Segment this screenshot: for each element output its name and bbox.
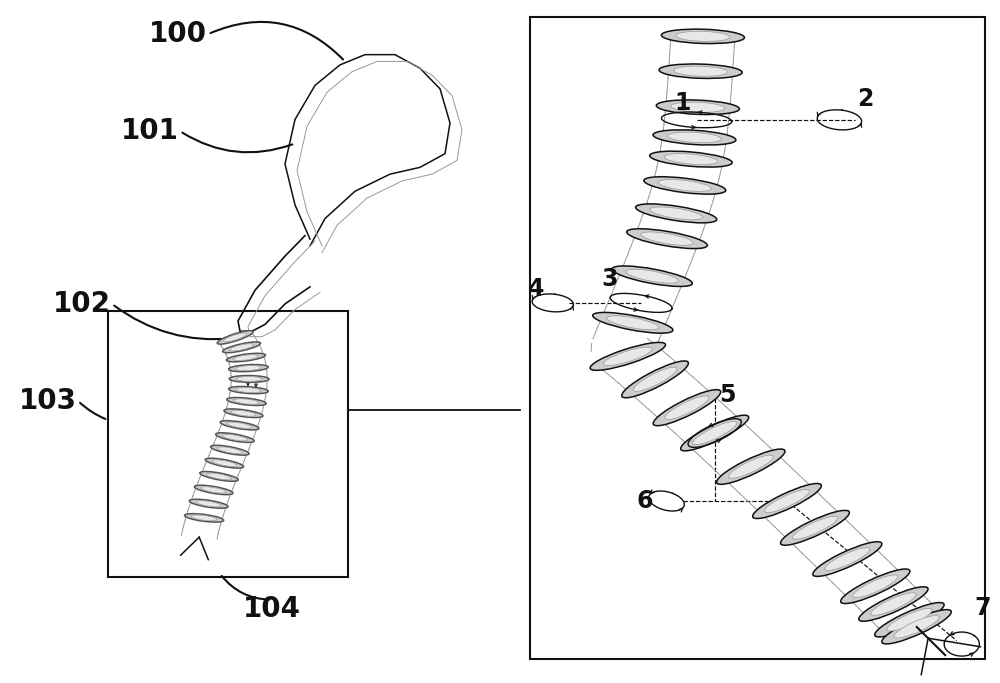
Ellipse shape xyxy=(217,447,242,454)
Ellipse shape xyxy=(205,458,244,468)
Ellipse shape xyxy=(622,361,688,398)
Ellipse shape xyxy=(231,410,256,416)
Ellipse shape xyxy=(207,473,232,479)
Ellipse shape xyxy=(875,602,944,637)
Ellipse shape xyxy=(236,376,262,381)
Ellipse shape xyxy=(681,415,749,451)
Ellipse shape xyxy=(627,229,707,249)
Text: 1: 1 xyxy=(675,91,691,115)
Ellipse shape xyxy=(887,609,932,631)
Ellipse shape xyxy=(229,376,269,382)
Ellipse shape xyxy=(234,399,259,404)
Ellipse shape xyxy=(224,333,247,342)
Ellipse shape xyxy=(196,501,221,507)
Ellipse shape xyxy=(668,133,721,143)
Ellipse shape xyxy=(781,510,849,545)
Ellipse shape xyxy=(626,269,678,283)
Ellipse shape xyxy=(216,433,254,443)
Bar xyxy=(530,17,985,659)
Ellipse shape xyxy=(717,449,785,484)
Ellipse shape xyxy=(871,593,916,615)
Ellipse shape xyxy=(229,387,268,393)
Ellipse shape xyxy=(661,29,744,44)
Ellipse shape xyxy=(825,548,870,570)
Ellipse shape xyxy=(224,409,263,417)
Ellipse shape xyxy=(693,421,737,445)
Ellipse shape xyxy=(729,455,773,478)
Ellipse shape xyxy=(227,422,252,428)
Text: 104: 104 xyxy=(243,596,301,623)
Text: 7: 7 xyxy=(975,596,991,619)
Ellipse shape xyxy=(201,487,226,493)
Ellipse shape xyxy=(636,204,717,223)
Ellipse shape xyxy=(658,180,711,191)
Ellipse shape xyxy=(641,232,693,245)
Ellipse shape xyxy=(665,396,709,419)
Ellipse shape xyxy=(233,354,259,361)
Ellipse shape xyxy=(222,434,247,441)
Text: 5: 5 xyxy=(720,383,736,407)
Ellipse shape xyxy=(765,490,809,512)
Text: 102: 102 xyxy=(53,290,111,318)
Ellipse shape xyxy=(227,398,266,406)
Text: 3: 3 xyxy=(601,267,618,291)
Ellipse shape xyxy=(607,316,659,330)
Ellipse shape xyxy=(200,471,238,482)
Ellipse shape xyxy=(650,151,732,167)
Ellipse shape xyxy=(894,615,939,638)
Ellipse shape xyxy=(211,445,249,455)
Ellipse shape xyxy=(189,499,228,508)
Ellipse shape xyxy=(236,387,261,393)
Ellipse shape xyxy=(185,514,224,522)
Ellipse shape xyxy=(882,610,951,644)
Ellipse shape xyxy=(676,31,730,42)
Text: 101: 101 xyxy=(121,117,179,145)
Ellipse shape xyxy=(212,460,237,466)
Ellipse shape xyxy=(226,353,265,362)
Ellipse shape xyxy=(644,177,726,194)
Ellipse shape xyxy=(664,154,718,165)
Ellipse shape xyxy=(859,587,928,622)
Ellipse shape xyxy=(590,342,666,370)
Ellipse shape xyxy=(235,365,261,371)
Ellipse shape xyxy=(603,347,652,365)
Ellipse shape xyxy=(220,421,259,430)
Text: 103: 103 xyxy=(19,387,77,415)
Ellipse shape xyxy=(650,207,703,220)
Bar xyxy=(108,311,348,577)
Text: 2: 2 xyxy=(857,87,874,111)
Ellipse shape xyxy=(191,515,217,520)
Ellipse shape xyxy=(656,100,739,115)
Ellipse shape xyxy=(612,266,692,286)
Ellipse shape xyxy=(229,344,254,351)
Text: 6: 6 xyxy=(637,489,653,513)
Ellipse shape xyxy=(753,484,821,518)
Ellipse shape xyxy=(841,569,910,604)
Ellipse shape xyxy=(793,516,837,540)
Ellipse shape xyxy=(217,331,253,344)
Ellipse shape xyxy=(229,365,268,372)
Ellipse shape xyxy=(653,389,721,426)
Ellipse shape xyxy=(194,485,233,494)
Text: 4: 4 xyxy=(528,277,544,301)
Ellipse shape xyxy=(223,342,261,352)
Ellipse shape xyxy=(593,312,673,333)
Ellipse shape xyxy=(853,575,898,598)
Ellipse shape xyxy=(659,64,742,79)
Ellipse shape xyxy=(671,102,725,112)
Ellipse shape xyxy=(813,542,882,576)
Ellipse shape xyxy=(653,130,736,145)
Ellipse shape xyxy=(674,66,728,76)
Ellipse shape xyxy=(633,367,677,391)
Text: 100: 100 xyxy=(149,20,207,48)
